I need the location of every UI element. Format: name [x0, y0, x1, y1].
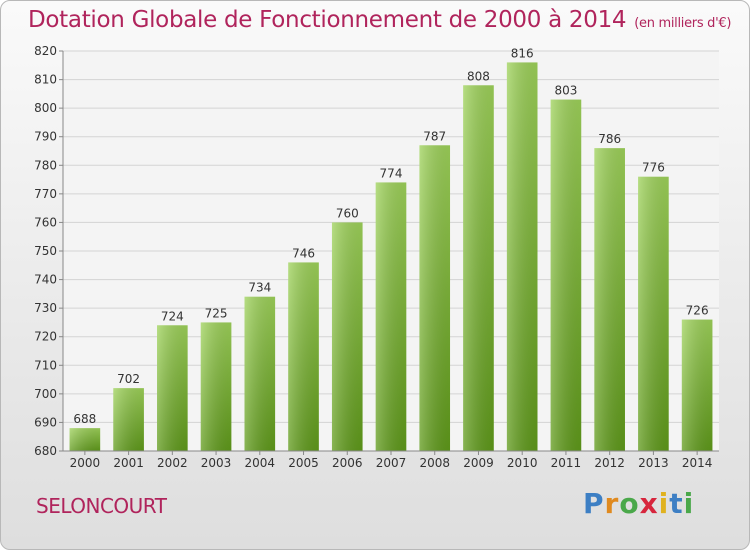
- bar-shade: [463, 85, 494, 452]
- data-label: 774: [380, 166, 403, 180]
- data-label: 760: [336, 206, 359, 220]
- x-tick-label: 2002: [157, 456, 188, 470]
- bar-shade: [288, 262, 319, 451]
- y-tick-label: 760: [34, 215, 57, 229]
- x-tick-label: 2008: [419, 456, 450, 470]
- x-tick-label: 2006: [332, 456, 363, 470]
- y-tick-label: 680: [34, 444, 57, 458]
- bar-shade: [157, 325, 188, 451]
- proxiti-logo: Proxiti: [583, 487, 694, 520]
- logo-letter: P: [583, 487, 605, 520]
- bars: [69, 62, 713, 452]
- x-tick-label: 2003: [201, 456, 232, 470]
- x-axis: 2000 2001 2002 2003 2004 2005 2006 2007 2008 2009…: [63, 450, 719, 470]
- data-label: 734: [248, 281, 271, 295]
- y-tick-label: 800: [34, 101, 57, 115]
- logo-letter: t: [669, 487, 684, 520]
- x-tick-label: 2004: [245, 456, 276, 470]
- data-label: 776: [642, 161, 665, 175]
- data-label: 746: [292, 246, 315, 260]
- bar-shade: [200, 322, 232, 451]
- bar-shade: [375, 182, 407, 451]
- logo-letter: i: [658, 487, 670, 520]
- x-tick-label: 2007: [376, 456, 407, 470]
- data-label: 724: [161, 309, 184, 323]
- commune-name: SELONCOURT: [36, 494, 167, 518]
- y-tick-label: 710: [34, 358, 57, 372]
- data-label: 787: [423, 129, 446, 143]
- x-tick-label: 2012: [594, 456, 625, 470]
- bar-shade: [638, 176, 669, 451]
- x-tick-label: 2013: [638, 456, 669, 470]
- y-tick-label: 810: [34, 73, 57, 87]
- y-tick-label: 790: [34, 130, 57, 144]
- bar-shade: [681, 319, 713, 451]
- bar-shade: [69, 428, 101, 451]
- x-tick-label: 2000: [70, 456, 101, 470]
- y-axis: 680 690 700 710 720 730 740 750 760 770 780 790 800 8…: [34, 44, 64, 458]
- bar-shade: [550, 99, 582, 452]
- logo-letter: r: [604, 487, 620, 520]
- logo-letter: i: [683, 487, 695, 520]
- data-label: 726: [686, 304, 709, 318]
- bar-shade: [244, 296, 276, 451]
- logo-letter: x: [639, 487, 659, 520]
- bar-shade: [594, 148, 625, 451]
- y-tick-label: 700: [34, 387, 57, 401]
- data-label: 808: [467, 69, 490, 83]
- chart-title: Dotation Globale de Fonctionnement de 20…: [28, 7, 731, 33]
- y-tick-label: 770: [34, 187, 57, 201]
- y-tick-label: 740: [34, 273, 57, 287]
- data-label: 816: [511, 46, 534, 60]
- y-tick-label: 750: [34, 244, 57, 258]
- y-tick-label: 780: [34, 158, 57, 172]
- y-tick-label: 720: [34, 330, 57, 344]
- bar-shade: [506, 62, 538, 452]
- data-label: 803: [554, 84, 577, 98]
- data-label: 702: [117, 372, 140, 386]
- unit-label: (en milliers d'€): [634, 16, 732, 31]
- x-tick-label: 2014: [682, 456, 713, 470]
- bar-shade: [113, 388, 144, 451]
- data-labels: 688 702 724 725 734 746 760 774 787 808 816 803 786 7…: [73, 46, 708, 426]
- y-tick-label: 690: [34, 415, 57, 429]
- x-tick-label: 2009: [463, 456, 494, 470]
- x-tick-label: 2005: [288, 456, 319, 470]
- y-tick-label: 730: [34, 301, 57, 315]
- data-label: 688: [73, 412, 96, 426]
- title-text: Dotation Globale de Fonctionnement de 20…: [28, 7, 627, 33]
- data-label: 725: [205, 306, 228, 320]
- logo-letter: o: [619, 487, 640, 520]
- x-tick-label: 2010: [507, 456, 538, 470]
- bar-shade: [419, 145, 451, 452]
- y-tick-label: 820: [34, 44, 57, 58]
- x-tick-label: 2001: [113, 456, 144, 470]
- x-tick-label: 2011: [551, 456, 582, 470]
- bar-shade: [331, 222, 363, 451]
- data-label: 786: [598, 132, 621, 146]
